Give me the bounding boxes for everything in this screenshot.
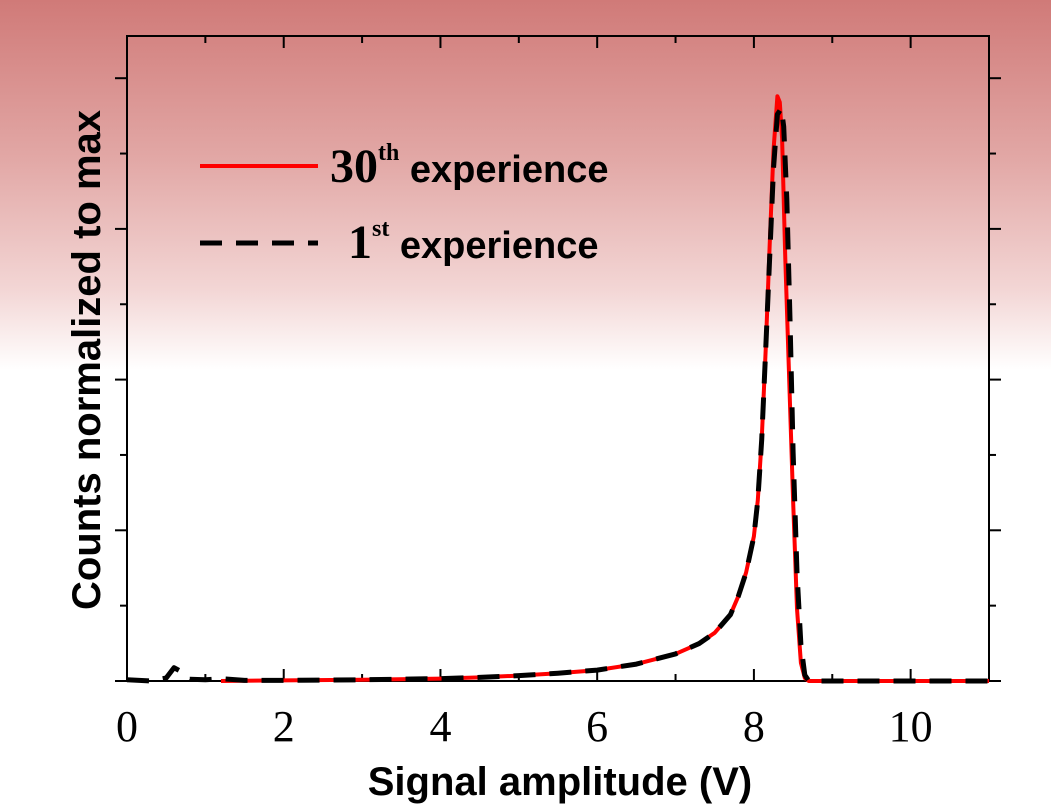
x-tick-label: 4 [429, 702, 451, 751]
legend-1st-number: 1 [348, 216, 372, 269]
legend-30th-number: 30 [330, 140, 378, 193]
legend-1st-sup: st [372, 216, 389, 242]
x-axis: 0 2 4 6 8 10 [116, 36, 990, 751]
legend-1st-text: experience [389, 225, 598, 267]
legend-30th-text: experience [399, 149, 608, 191]
x-axis-title: Signal amplitude (V) [368, 760, 752, 804]
x-tick-label: 8 [743, 702, 765, 751]
legend-label-1st: 1st experience [348, 216, 598, 269]
x-tick-label: 6 [586, 702, 608, 751]
legend-label-30th: 30th experience [330, 140, 608, 193]
series-line-1st [126, 105, 989, 684]
series-lines [126, 94, 989, 684]
legend: 30th experience 1st experience [200, 140, 608, 269]
legend-30th-sup: th [378, 140, 399, 166]
x-tick-label: 10 [889, 702, 933, 751]
plot-frame [126, 35, 990, 682]
y-axis [115, 77, 1001, 682]
y-axis-title: Counts normalized to max [65, 110, 109, 610]
x-tick-label: 0 [116, 702, 138, 751]
x-tick-label: 2 [273, 702, 295, 751]
